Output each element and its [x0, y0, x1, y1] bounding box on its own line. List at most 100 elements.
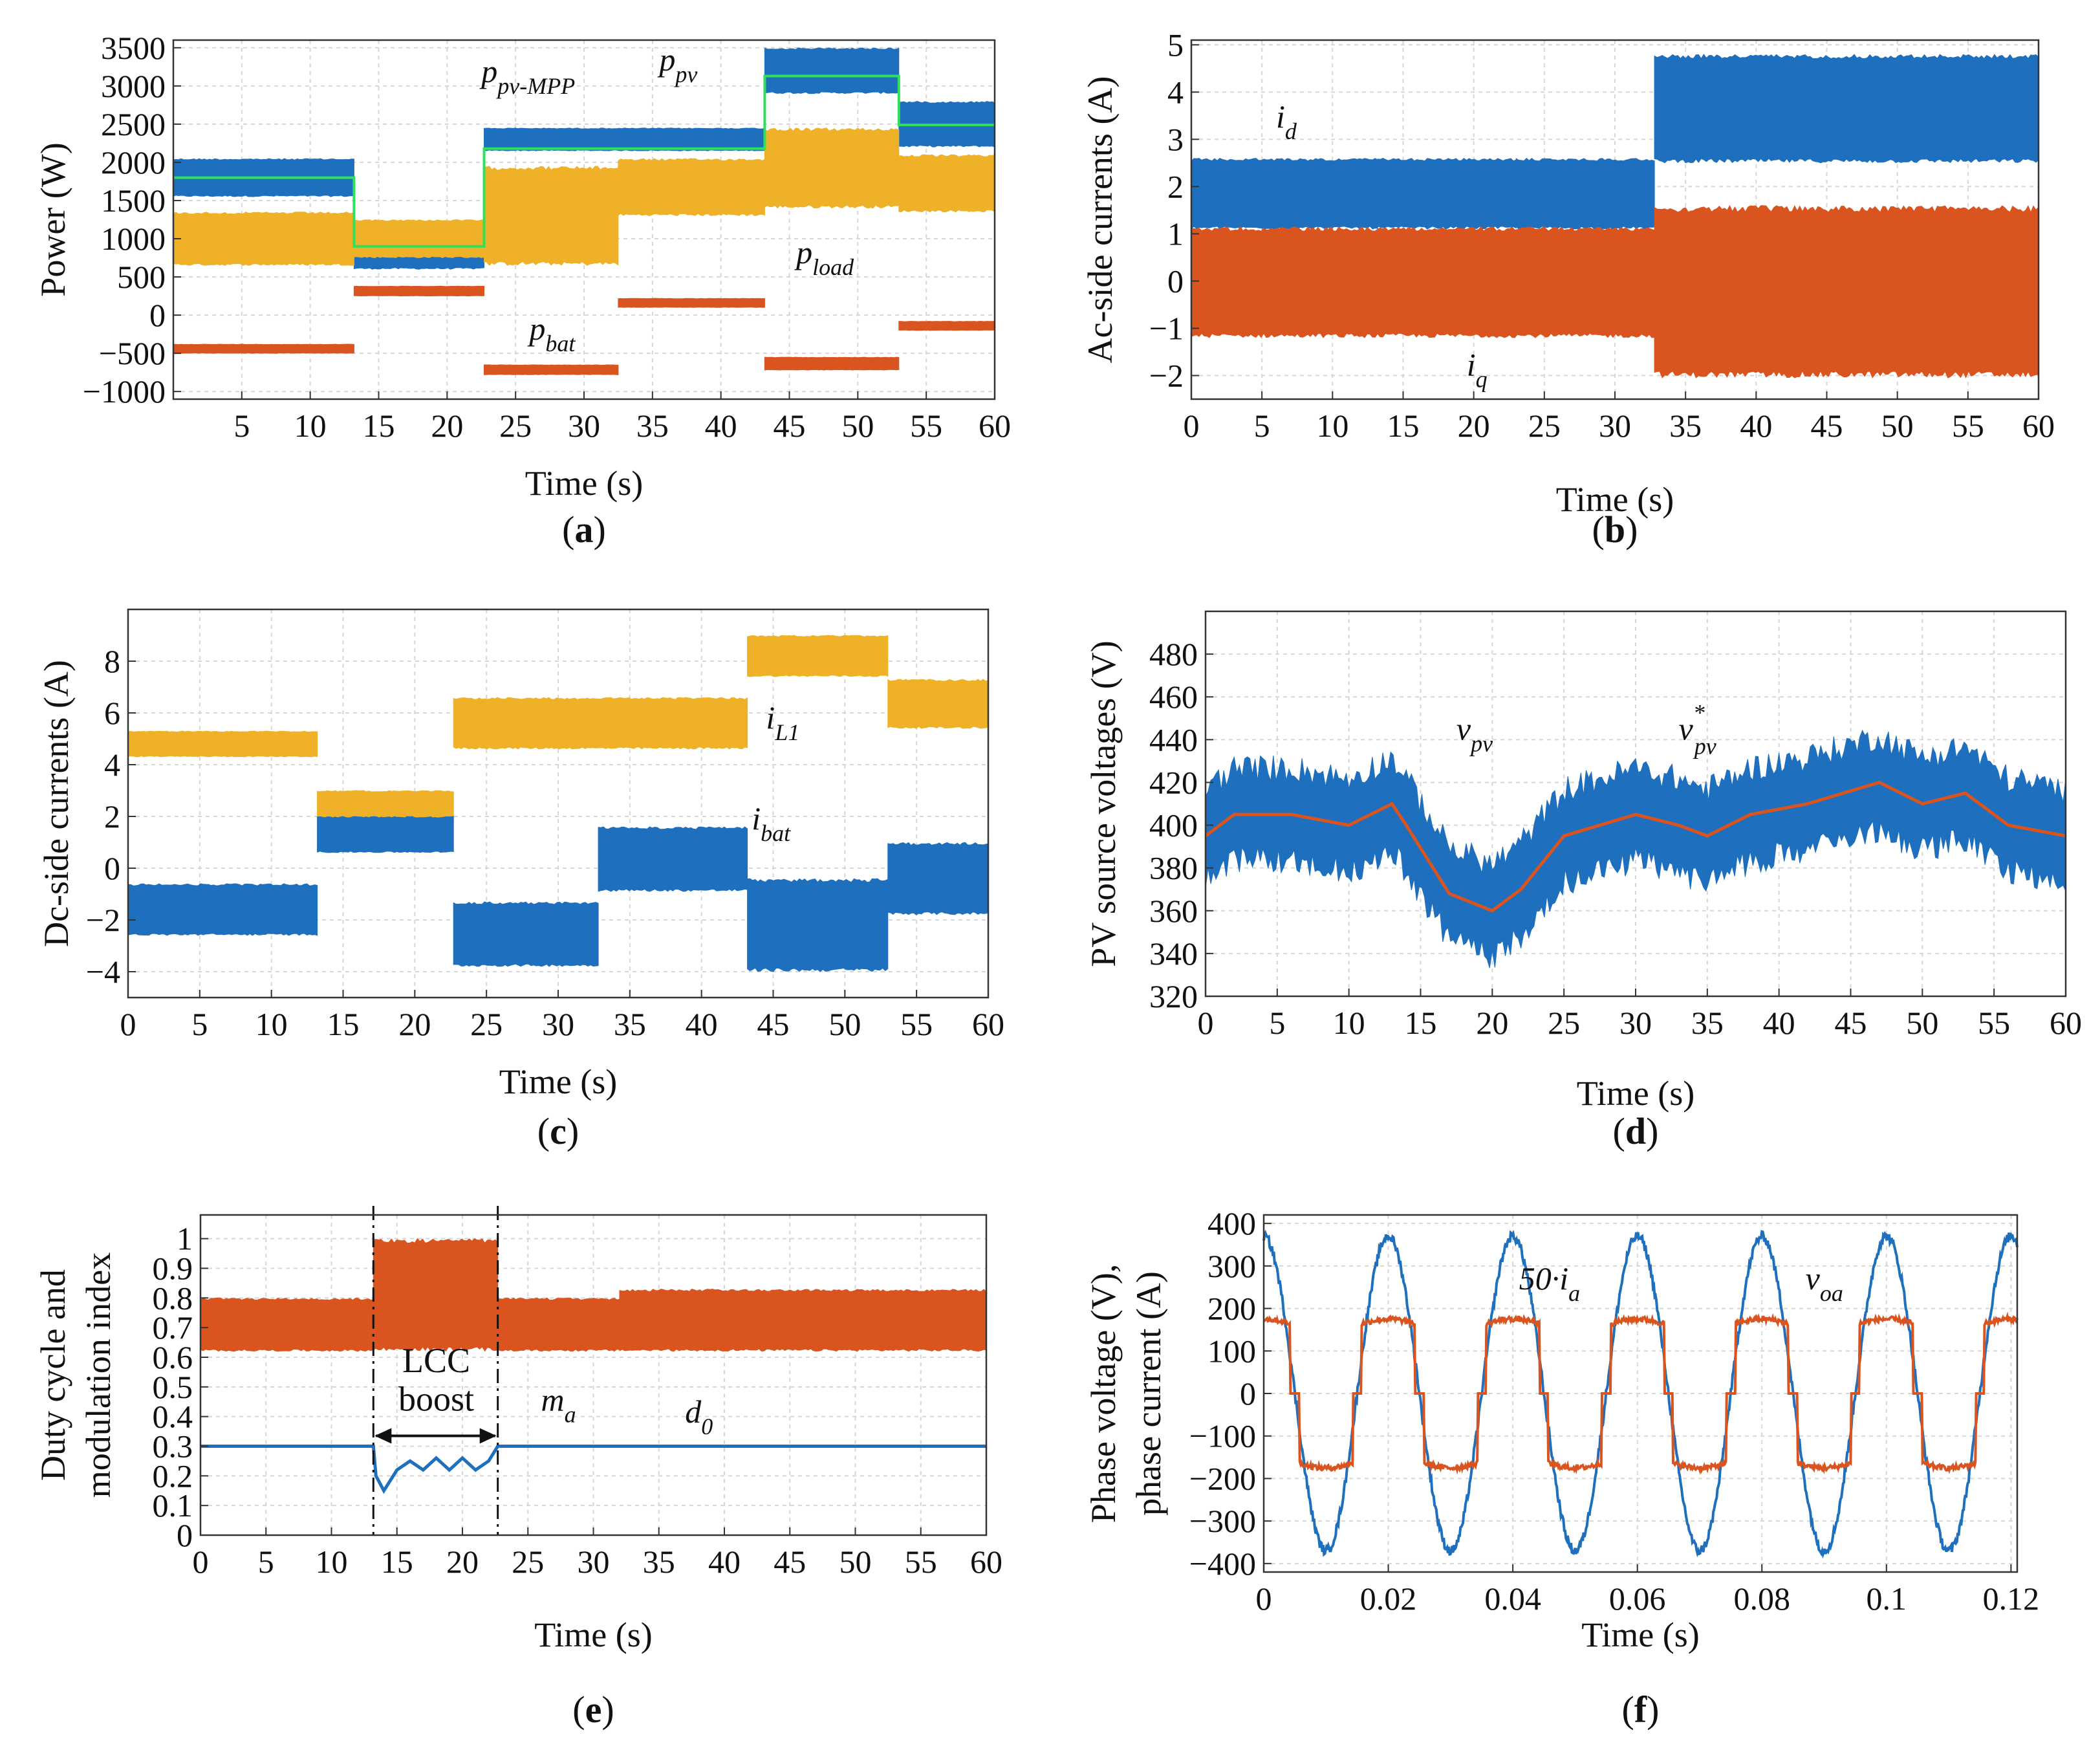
annotation-sub: q [1476, 366, 1488, 392]
x-tick-label: 30 [1619, 1005, 1652, 1041]
y-tick-label: −200 [1189, 1460, 1256, 1496]
caption-paren: ) [1647, 1688, 1659, 1731]
caption-paren: ( [1592, 508, 1605, 551]
x-tick-label: 40 [708, 1544, 741, 1580]
annotation-sup: * [1693, 699, 1705, 725]
y-tick-label: −300 [1189, 1503, 1256, 1539]
y-tick-label: 2000 [101, 144, 166, 180]
caption-paren: ( [572, 1688, 585, 1731]
x-tick-label: 50 [1906, 1005, 1938, 1041]
y-tick-label: 460 [1149, 679, 1198, 715]
caption-letter: b [1605, 508, 1625, 551]
series-p_bat-band [764, 356, 900, 371]
x-tick-label: 5 [233, 408, 250, 444]
x-tick-label: 20 [446, 1544, 479, 1580]
x-tick-label: 30 [568, 408, 600, 444]
series-m_a-band [619, 1289, 987, 1352]
x-axis-label: Time (s) [534, 1615, 653, 1654]
y-axis-label: Phase voltage (V), [1084, 1264, 1123, 1523]
x-tick-label: 50 [1881, 408, 1914, 444]
ticks: 0 5 10 15 20 25 30 35 40 45 50 55 60 −4 −2 0 2 4 6 8 [86, 643, 1004, 1042]
series-p_pv-band [764, 47, 900, 94]
series-p_load-band [484, 166, 619, 266]
chart-f-svg: 0 0.02 0.04 0.06 0.08 0.1 0.12 −400 −300 −200 −100… [1084, 1205, 2040, 1731]
y-tick-label: −500 [99, 335, 166, 371]
x-tick-label: 40 [1763, 1005, 1795, 1041]
grid [1205, 611, 2066, 997]
chart-a-svg: 5 10 15 20 25 30 35 40 45 50 55 60 −1000−50005001000… [34, 30, 1011, 551]
x-tick-label: 25 [499, 408, 532, 444]
y-tick-label: −100 [1189, 1418, 1256, 1454]
x-tick-label: 60 [979, 408, 1011, 444]
annotation-label: voa [1806, 1260, 1843, 1306]
y-tick-label: 1500 [101, 182, 166, 219]
x-axis-label: Time (s) [1577, 1074, 1695, 1113]
series-v_pv*-line [1204, 780, 2066, 913]
x-tick-label: 30 [1599, 408, 1631, 444]
x-tick-label: 40 [686, 1006, 718, 1042]
y-tick-label: 0.4 [153, 1399, 193, 1435]
y-tick-label: 0.6 [153, 1339, 193, 1375]
x-tick-label: 45 [757, 1006, 790, 1042]
y-axis-label: Dc-side currents (A) [37, 660, 76, 947]
x-tick-label: 60 [970, 1544, 1002, 1580]
annotation-sub: pv [1469, 730, 1493, 756]
annotation-main: v [1806, 1260, 1821, 1296]
y-tick-label: 400 [1207, 1205, 1256, 1241]
caption-paren: ) [1625, 508, 1638, 551]
x-tick-label: 25 [1548, 1005, 1580, 1041]
x-tick-label: 0.12 [1983, 1580, 2040, 1617]
y-tick-label: 0 [104, 850, 120, 886]
y-tick-label: 0 [149, 297, 166, 333]
annotation-main: v [1679, 710, 1694, 747]
annotation-label: LCC [402, 1341, 470, 1380]
annotations: 50·ia voa [1519, 1260, 1843, 1306]
panel-caption: (e) [572, 1688, 614, 1731]
y-tick-label: 420 [1149, 764, 1198, 800]
chart-panel-f: 0 0.02 0.04 0.06 0.08 0.1 0.12 −400 −300 −200 −100… [1050, 1164, 2100, 1756]
y-tick-label: 360 [1149, 893, 1198, 929]
y-tick-label: 0.7 [153, 1309, 193, 1346]
annotation-label: vpv [1456, 710, 1493, 756]
series-d_0-line [200, 1445, 986, 1494]
x-tick-label: 55 [900, 1006, 933, 1042]
x-tick-label: 60 [2022, 408, 2055, 444]
series-group [1191, 54, 2039, 378]
annotation-sub: oa [1820, 1280, 1843, 1306]
annotation-main: boost [398, 1380, 474, 1419]
annotation-main: v [1456, 710, 1471, 747]
y-tick-label: 0 [1167, 263, 1184, 299]
annotation-main: i [1467, 346, 1476, 382]
x-tick-label: 5 [1254, 408, 1270, 444]
annotation-label: 50·ia [1519, 1260, 1580, 1306]
arrow-head-right [479, 1428, 497, 1444]
y-tick-label: 0.5 [153, 1369, 193, 1405]
x-tick-label: 10 [316, 1544, 348, 1580]
series-i_d-band [1654, 54, 2039, 164]
y-tick-label: 1 [177, 1221, 193, 1257]
y-tick-label: 200 [1207, 1291, 1256, 1327]
y-tick-label: 0.2 [153, 1458, 193, 1494]
x-tick-label: 10 [255, 1006, 288, 1042]
x-tick-label: 25 [1528, 408, 1561, 444]
annotation-sub: pv [1693, 733, 1716, 759]
y-axis-label: Duty cycle and [34, 1269, 72, 1481]
series-p_load-band [173, 211, 354, 266]
series-i_bat-band [127, 883, 318, 936]
y-tick-label: −400 [1189, 1546, 1256, 1582]
chart-panel-a: 5 10 15 20 25 30 35 40 45 50 55 60 −1000 −500 0 500 1000… [0, 0, 1050, 582]
y-axis-label: PV source voltages (V) [1084, 640, 1123, 967]
x-tick-label: 55 [1952, 408, 1984, 444]
y-tick-label: 100 [1207, 1333, 1256, 1369]
annotation-main: 50·i [1519, 1260, 1568, 1296]
annotation-label: boost [398, 1380, 474, 1419]
annotation-label: d0 [685, 1393, 713, 1439]
series-p_load-band [898, 154, 995, 213]
annotation-main: i [752, 800, 761, 836]
y-tick-label: 0 [177, 1517, 193, 1553]
series-group [173, 47, 995, 375]
caption-letter: c [550, 1110, 567, 1152]
y-tick-label: 2 [1167, 168, 1184, 204]
x-tick-label: 0.04 [1484, 1580, 1541, 1617]
